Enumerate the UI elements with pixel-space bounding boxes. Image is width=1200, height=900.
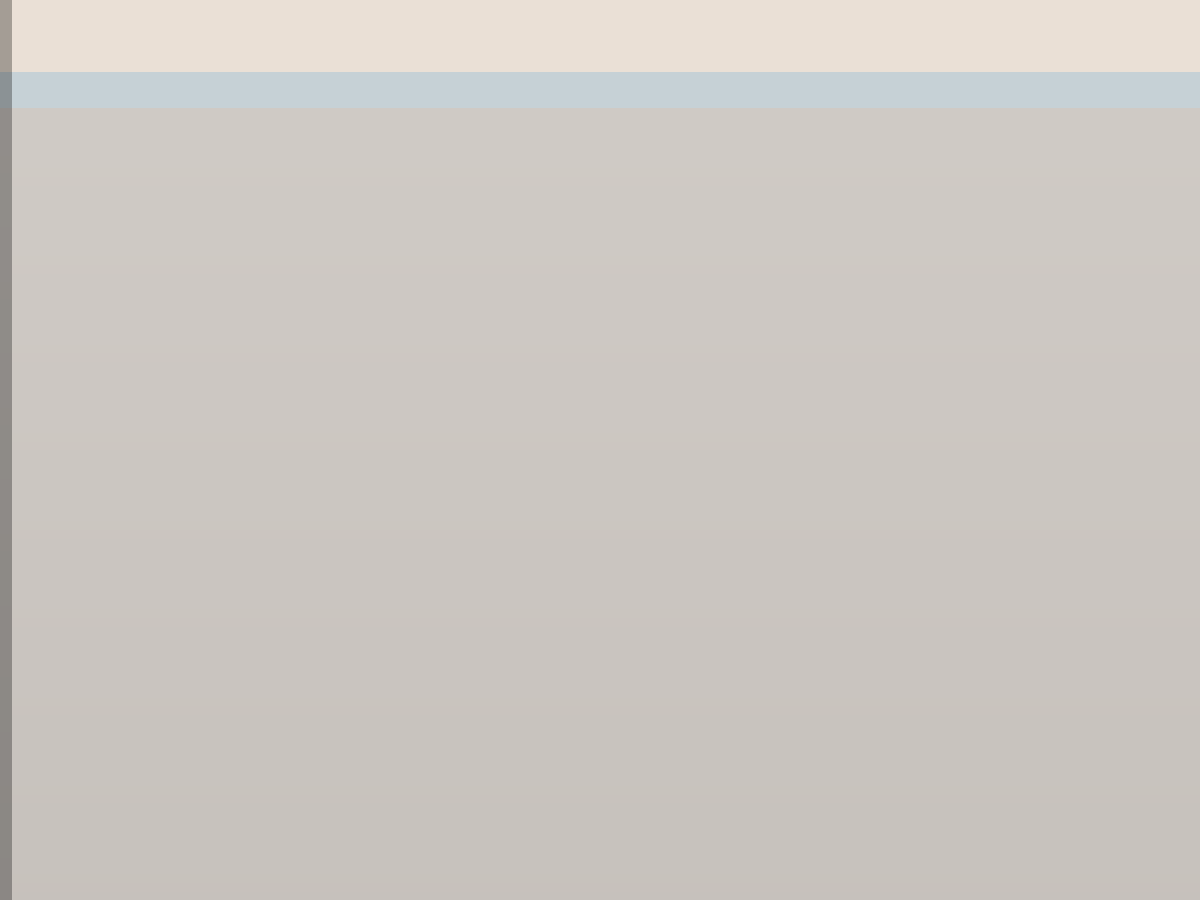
Text: Which of the following is the ground state electron configuration of Ni ?: Which of the following is the ground sta… bbox=[178, 198, 1170, 226]
Text: b.: b. bbox=[229, 419, 256, 448]
Text: Select one:: Select one: bbox=[178, 288, 334, 316]
Text: 1s$^2$ 2s$^2$ 3s$^2$ 3p$^6$ 4s$^3$ 3d$^6$: 1s$^2$ 2s$^2$ 3s$^2$ 3p$^6$ 4s$^3$ 3d$^6… bbox=[257, 419, 581, 455]
Text: 1s$^2$ 2s$^2$ 2p$^6$ 3s$^2$ 3p$^6$ 4s$^2$ 3d$^8$: 1s$^2$ 2s$^2$ 2p$^6$ 3s$^2$ 3p$^6$ 4s$^2… bbox=[257, 628, 638, 663]
Text: d.: d. bbox=[229, 558, 256, 587]
Text: a.: a. bbox=[229, 351, 254, 379]
Text: 1s$^2$ 2s$^2$ 3s$^2$ 3p$^8$ 4s$^2$ 3d$^6$: 1s$^2$ 2s$^2$ 3s$^2$ 3p$^8$ 4s$^2$ 3d$^6… bbox=[257, 558, 581, 594]
Text: c.: c. bbox=[229, 490, 253, 518]
Text: e.: e. bbox=[229, 628, 254, 656]
Text: 1s$^2$ 2s$^2$ 2p$^6$ 3s$^2$ 3p$^6$ 4d$^8$: 1s$^2$ 2s$^2$ 2p$^6$ 3s$^2$ 3p$^6$ 4d$^8… bbox=[257, 490, 583, 525]
Text: 1s$^2$ 2s$^2$ 3s$^2$ 3p$^6$ 4s$^2$ 3d$^6$: 1s$^2$ 2s$^2$ 3s$^2$ 3p$^6$ 4s$^2$ 3d$^6… bbox=[257, 351, 581, 386]
